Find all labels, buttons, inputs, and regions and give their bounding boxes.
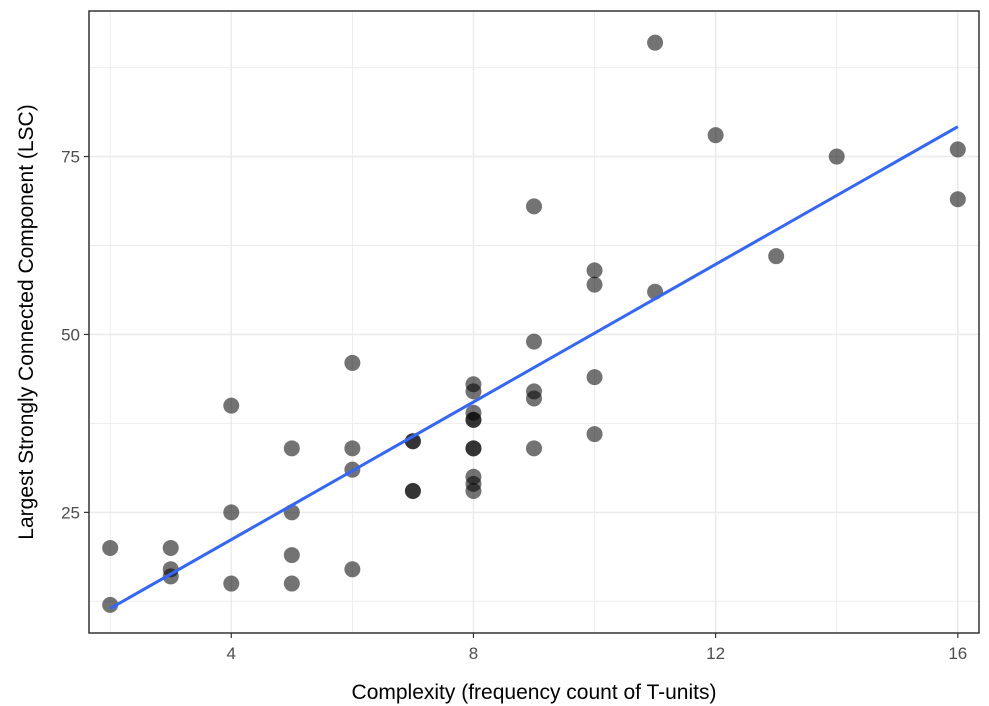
data-point [344,561,361,578]
y-axis: 25 50 75 [61,148,89,522]
data-point [586,276,603,293]
data-point [102,596,119,613]
data-point [949,191,966,208]
data-point [223,575,240,592]
data-point [768,248,785,265]
data-point [586,369,603,386]
data-point [586,426,603,443]
minor-gridlines [89,11,979,633]
data-point [828,148,845,165]
y-tick-label: 75 [61,148,80,167]
data-point [526,390,542,407]
data-point [223,397,240,414]
data-point [162,539,179,556]
data-point [707,127,724,144]
x-tick-label: 4 [227,644,236,663]
data-point [586,262,603,279]
data-point [526,440,542,457]
data-point [283,575,300,592]
data-point [283,440,300,457]
data-point [465,483,482,500]
data-point [344,440,361,457]
y-tick-label: 25 [61,503,80,522]
data-point [344,354,361,371]
data-point [465,411,482,428]
x-axis-title: Complexity (frequency count of T-units) [352,681,717,704]
data-points [102,34,966,613]
data-point [283,547,300,564]
data-point [526,333,542,350]
panel-border [88,10,980,634]
x-tick-label: 12 [706,644,725,663]
data-point [949,141,966,158]
regression-fit-line [109,125,959,610]
data-point [465,383,482,400]
x-axis: 4 8 12 16 [227,633,967,663]
data-point [647,34,664,51]
data-point [102,539,119,556]
data-point [404,483,421,500]
x-tick-label: 16 [948,644,967,663]
x-tick-label: 8 [469,644,478,663]
data-point [465,440,482,457]
data-point [526,198,542,215]
y-axis-title: Largest Strongly Connected Component (LS… [15,104,38,539]
y-tick-label: 50 [61,325,80,344]
data-point [223,504,240,521]
